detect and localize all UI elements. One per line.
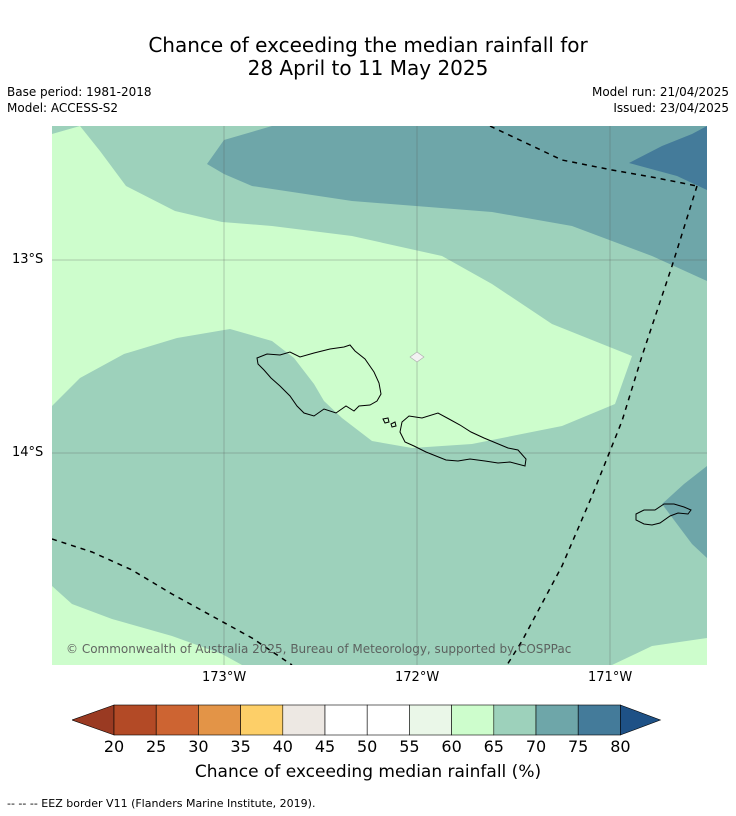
zone-60-65-southeast xyxy=(612,638,707,665)
colorbar-tick-label: 75 xyxy=(568,737,589,756)
zone-75-80-north xyxy=(629,126,707,190)
colorbar-tick-label: 60 xyxy=(441,737,462,756)
lat-label-14s: 14°S xyxy=(12,445,44,460)
colorbar-title: Chance of exceeding median rainfall (%) xyxy=(194,762,542,782)
colorbar-tick-label: 20 xyxy=(103,737,125,756)
colorbar-tick-label: 50 xyxy=(357,737,378,756)
lon-label-173w: 173°W xyxy=(202,670,247,685)
lon-label-172w: 172°W xyxy=(395,670,440,685)
eez-footnote: -- -- -- EEZ border V11 (Flanders Marine… xyxy=(7,797,316,810)
colorbar-segment xyxy=(155,704,199,736)
samoa-islands xyxy=(256,344,692,526)
colorbar-tick-label: 25 xyxy=(146,737,167,756)
copyright: © Commonwealth of Australia 2025, Bureau… xyxy=(66,642,571,656)
colorbar-tick-label: 65 xyxy=(483,737,504,756)
colorbar-segment xyxy=(451,704,495,736)
colorbar-segment xyxy=(366,704,410,736)
lon-label-171w: 171°W xyxy=(588,670,633,685)
zone-60-65-southwest xyxy=(52,586,242,665)
model-name: Model: ACCESS-S2 xyxy=(7,101,119,115)
colorbar-over-arrow xyxy=(620,704,662,736)
colorbar-tick-label: 70 xyxy=(525,737,547,756)
small-marker-shape xyxy=(409,351,425,363)
colorbar-tick-label: 30 xyxy=(188,737,209,756)
colorbar xyxy=(72,704,662,736)
graticule xyxy=(52,126,707,665)
map-panel[interactable]: © Commonwealth of Australia 2025, Bureau… xyxy=(52,126,707,665)
eez-border xyxy=(52,126,698,665)
colorbar-under-arrow xyxy=(72,704,115,736)
zone-60-65-north xyxy=(52,126,632,448)
map-title-line1: Chance of exceeding the median rainfall … xyxy=(148,33,588,57)
colorbar-segment xyxy=(113,704,157,736)
map-title-line2: 28 April to 11 May 2025 xyxy=(247,56,489,80)
zone-70-75-east xyxy=(662,466,707,558)
colorbar-tick-label: 80 xyxy=(610,737,631,756)
lat-label-13s: 13°S xyxy=(12,252,44,267)
colorbar-segment xyxy=(493,704,537,736)
model-run: Model run: 21/04/2025 xyxy=(591,85,729,99)
colorbar-tick-label: 35 xyxy=(230,737,251,756)
colorbar-segment xyxy=(324,704,368,736)
colorbar-segment xyxy=(198,704,241,736)
colorbar-segment xyxy=(535,704,579,736)
colorbar-tick-label: 40 xyxy=(272,737,293,756)
issued-date: Issued: 23/04/2025 xyxy=(613,101,729,115)
colorbar-segments xyxy=(72,704,662,736)
colorbar-segment xyxy=(282,704,326,736)
colorbar-tick-label: 55 xyxy=(399,737,420,756)
colorbar-segment xyxy=(577,704,621,736)
colorbar-segment xyxy=(240,704,284,736)
base-period: Base period: 1981-2018 xyxy=(7,85,152,99)
colorbar-tick-label: 45 xyxy=(314,737,336,756)
colorbar-segment xyxy=(409,704,452,736)
